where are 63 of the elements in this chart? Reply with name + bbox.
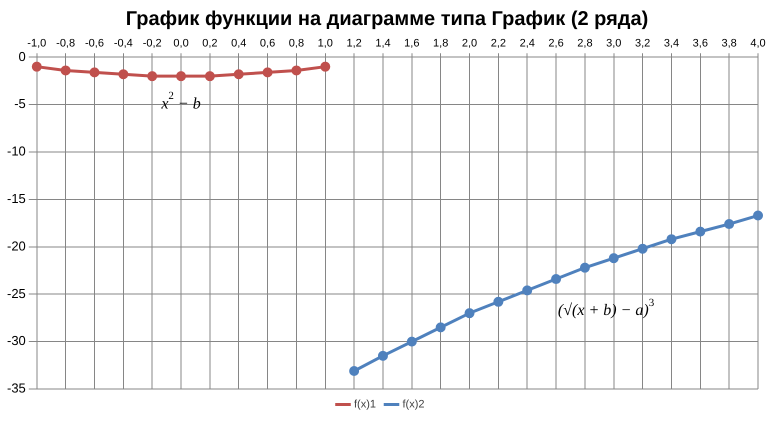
x-tick-label: 2,6 [548, 38, 564, 50]
point [89, 67, 100, 78]
x-tick-label: 2,0 [462, 38, 478, 50]
x-tick-label: 0,0 [173, 38, 189, 50]
x-tick-label: -1,0 [27, 38, 46, 50]
point [493, 296, 504, 307]
y-tick-label: 0 [18, 48, 26, 64]
y-tick-label: -35 [6, 380, 26, 396]
point [638, 244, 648, 254]
x-tick-label: 0,4 [231, 38, 246, 50]
x-tick-label: 2,8 [577, 38, 593, 50]
y-tick-label: -20 [6, 238, 26, 254]
point [580, 262, 590, 273]
point [291, 65, 302, 76]
x-tick-label: 1,4 [375, 38, 391, 50]
point [118, 69, 128, 80]
x-tick-label: 2,2 [490, 38, 506, 50]
x-tick-label: 1,0 [318, 38, 333, 50]
point [436, 322, 446, 332]
y-tick-label: -5 [14, 96, 26, 112]
point [176, 71, 186, 82]
x-tick-label: -0,8 [56, 38, 76, 50]
point [551, 274, 562, 284]
y-tick-label: -15 [6, 190, 26, 206]
x-tick-label: 0,8 [288, 38, 304, 50]
point [378, 350, 388, 361]
point [320, 62, 330, 72]
x-tick-label: 3,6 [692, 38, 708, 50]
x-tick-label: -0,4 [114, 38, 133, 50]
y-tick-label: -30 [6, 333, 26, 348]
legend-label: f(x)1 [354, 398, 376, 411]
point [724, 219, 734, 230]
x-tick-label: 0,2 [202, 38, 218, 50]
x-tick-label: 2,4 [520, 38, 535, 50]
point [32, 62, 42, 72]
legend-label: f(x)2 [402, 398, 424, 411]
x-tick-label: 4,0 [750, 38, 766, 50]
x-tick-label: 3,2 [634, 38, 650, 50]
point [522, 285, 532, 296]
point [349, 366, 360, 376]
x-tick-label: 1,8 [433, 38, 448, 50]
point [147, 71, 158, 82]
x-tick-label: 0,6 [260, 38, 276, 50]
point [608, 253, 619, 264]
x-tick-label: 3,8 [722, 38, 737, 50]
x-tick-label: 1,2 [346, 38, 362, 50]
point [204, 71, 215, 82]
point [60, 65, 71, 76]
x-tick-label: 3,4 [664, 38, 680, 50]
point [464, 308, 475, 318]
y-tick-label: -25 [6, 286, 26, 301]
point [753, 210, 763, 221]
x-tick-label: -0,6 [85, 38, 104, 50]
y-tick-label: -10 [6, 144, 26, 159]
point [262, 67, 273, 78]
x-tick-label: -0,2 [142, 38, 162, 50]
point [695, 226, 706, 237]
point [234, 69, 244, 80]
chart-title: График функции на диаграмме типа График (2 ряда) [124, 7, 650, 32]
x-tick-label: 3,0 [606, 38, 622, 50]
point [666, 234, 676, 244]
x-tick-label: 1,6 [404, 38, 420, 50]
point [406, 336, 417, 347]
